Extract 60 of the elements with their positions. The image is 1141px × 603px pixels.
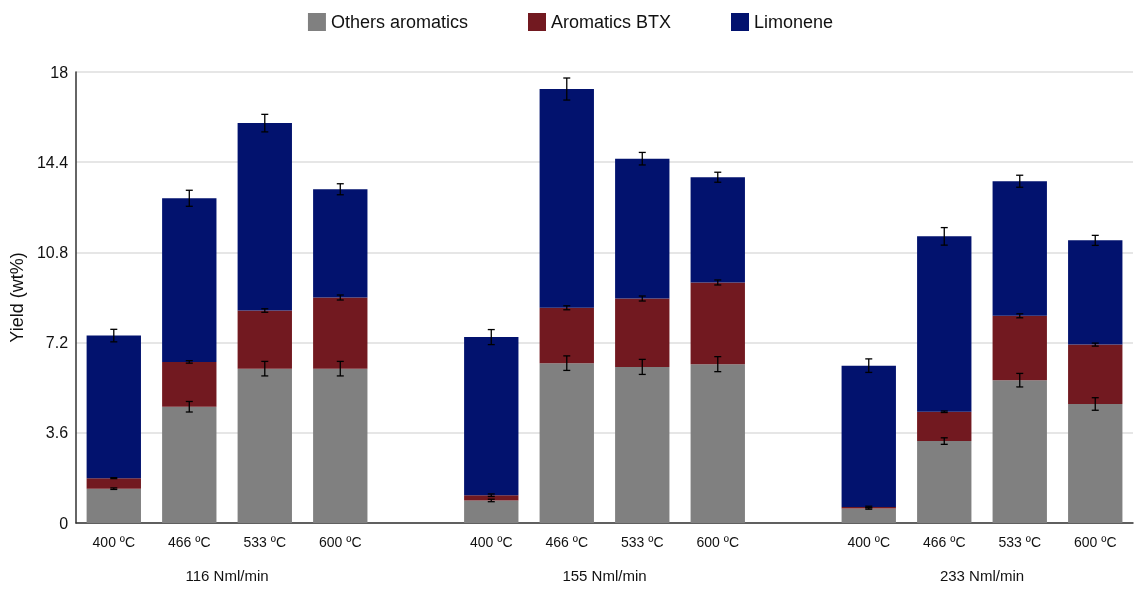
text: 155 Nml/min	[562, 566, 647, 584]
bar	[992, 315, 1047, 381]
y-tick-label: 7.2	[45, 334, 69, 352]
x-tick-label: 466 ºC	[168, 534, 211, 550]
bar	[86, 488, 141, 523]
bar	[237, 310, 292, 369]
bar	[1068, 344, 1123, 404]
bar	[690, 282, 745, 365]
text: 233 Nml/min	[939, 566, 1025, 584]
bar	[313, 297, 368, 369]
bar	[917, 236, 972, 412]
bar	[464, 495, 519, 501]
bar	[86, 335, 141, 479]
legend-label: Limonene	[754, 12, 834, 32]
bar	[992, 380, 1047, 523]
bar	[615, 298, 670, 367]
bar	[1068, 240, 1123, 345]
bar	[992, 181, 1047, 316]
text: 116 Nml/min	[185, 566, 269, 584]
y-axis-title: Yield (wt%)	[7, 252, 27, 343]
legend-label: Aromatics BTX	[550, 12, 672, 32]
x-tick-label: 600 ºC	[1074, 534, 1117, 550]
x-tick-label: 466 ºC	[545, 534, 589, 550]
y-tick-label: 0	[59, 514, 69, 532]
bar	[237, 368, 292, 523]
x-tick-label: 533 ºC	[621, 534, 664, 550]
bar	[162, 198, 217, 362]
bar	[917, 411, 972, 442]
x-tick-label: 533 ºC	[998, 534, 1041, 550]
x-tick-label: 400 ºC	[470, 534, 513, 550]
bar	[917, 441, 972, 523]
y-tick-label: 10.8	[36, 243, 69, 261]
x-tick-label: 400 ºC	[92, 534, 136, 550]
bar	[539, 363, 594, 523]
bar	[313, 368, 368, 523]
bar	[162, 406, 217, 523]
bar	[464, 500, 519, 523]
x-tick-label: 600 ºC	[319, 534, 362, 550]
bar	[841, 508, 896, 523]
x-tick-label: 533 ºC	[243, 534, 287, 550]
bar	[464, 337, 519, 496]
x-tick-label: 400 ºC	[847, 534, 890, 550]
bar	[615, 158, 670, 299]
bar	[539, 89, 594, 308]
bar	[86, 478, 141, 489]
y-tick-label: 18	[50, 63, 69, 81]
bar	[313, 189, 368, 298]
bar	[539, 307, 594, 364]
bar	[690, 364, 745, 523]
y-tick-label: 14.4	[36, 153, 69, 171]
bar	[690, 177, 745, 283]
bar	[841, 365, 896, 507]
legend-label: Others aromatics	[330, 12, 468, 32]
x-tick-label: 600 ºC	[696, 534, 740, 550]
y-tick-label: 3.6	[45, 424, 69, 442]
bar	[237, 123, 292, 311]
x-tick-label: 466 ºC	[923, 534, 966, 550]
bar	[162, 361, 217, 407]
bar	[615, 366, 670, 523]
bar	[1068, 403, 1123, 523]
